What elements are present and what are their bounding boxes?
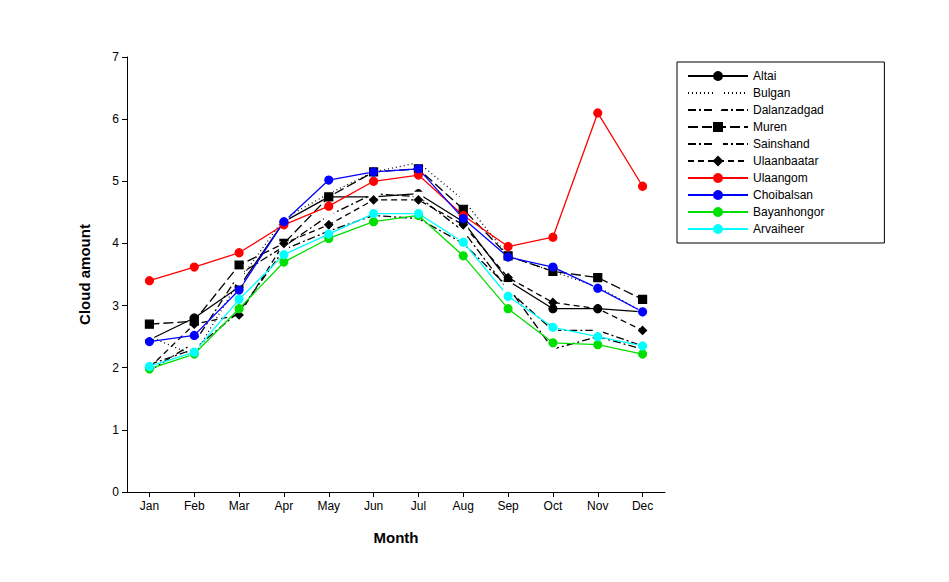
svg-text:Jul: Jul [411, 499, 426, 513]
svg-text:Ulaanbaatar: Ulaanbaatar [753, 154, 818, 168]
svg-text:Cloud amount: Cloud amount [76, 224, 93, 325]
svg-text:Dalanzadgad: Dalanzadgad [753, 103, 824, 117]
svg-text:2: 2 [112, 361, 119, 375]
svg-text:Muren: Muren [753, 120, 787, 134]
svg-text:Bayanhongor: Bayanhongor [753, 205, 824, 219]
svg-text:5: 5 [112, 174, 119, 188]
svg-text:Jan: Jan [140, 499, 159, 513]
svg-text:6: 6 [112, 112, 119, 126]
svg-text:Aug: Aug [453, 499, 474, 513]
svg-text:Apr: Apr [275, 499, 294, 513]
svg-text:Arvaiheer: Arvaiheer [753, 222, 804, 236]
svg-text:Bulgan: Bulgan [753, 86, 790, 100]
svg-text:3: 3 [112, 299, 119, 313]
svg-text:Altai: Altai [753, 69, 776, 83]
svg-text:Oct: Oct [544, 499, 563, 513]
svg-text:Jun: Jun [364, 499, 383, 513]
svg-text:7: 7 [112, 50, 119, 64]
svg-text:1: 1 [112, 423, 119, 437]
svg-text:4: 4 [112, 236, 119, 250]
svg-text:Month: Month [374, 529, 419, 546]
svg-text:Sep: Sep [497, 499, 519, 513]
svg-text:Nov: Nov [587, 499, 608, 513]
svg-text:Ulaangom: Ulaangom [753, 171, 808, 185]
svg-text:Dec: Dec [632, 499, 653, 513]
svg-text:Choibalsan: Choibalsan [753, 188, 813, 202]
svg-text:May: May [317, 499, 340, 513]
svg-text:Mar: Mar [229, 499, 250, 513]
svg-text:Feb: Feb [184, 499, 205, 513]
svg-text:Sainshand: Sainshand [753, 137, 810, 151]
svg-text:0: 0 [112, 485, 119, 499]
